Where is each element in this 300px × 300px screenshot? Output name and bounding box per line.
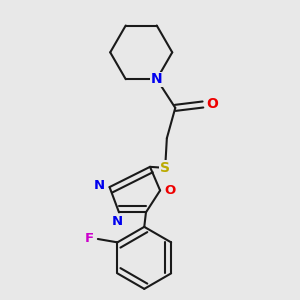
Text: N: N [112, 215, 123, 228]
Text: N: N [94, 179, 105, 192]
Text: F: F [85, 232, 94, 245]
Text: O: O [165, 184, 176, 197]
Text: S: S [160, 161, 170, 175]
Text: N: N [151, 72, 163, 86]
Text: O: O [206, 98, 218, 112]
